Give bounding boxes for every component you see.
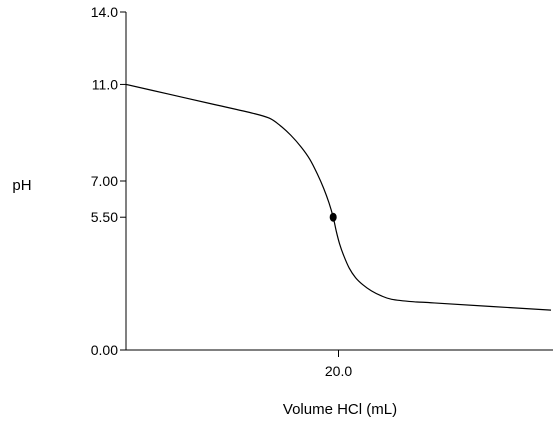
y-tick-label: 7.00 [91,173,118,189]
y-tick-label: 14.0 [91,4,118,20]
y-tick-label: 0.00 [91,342,118,358]
ticks: 0.00 5.50 7.00 11.0 14.0 20.0 [91,4,353,379]
x-tick-label: 20.0 [325,363,352,379]
y-axis-label: pH [12,177,31,194]
titration-curve [125,83,552,311]
series-layer [125,83,552,311]
y-tick-label: 11.0 [92,76,118,92]
equivalence-point-marker [329,212,337,222]
y-tick-label: 5.50 [91,209,118,225]
x-axis-label: Volume HCl (mL) [283,401,397,418]
axes [125,12,553,351]
